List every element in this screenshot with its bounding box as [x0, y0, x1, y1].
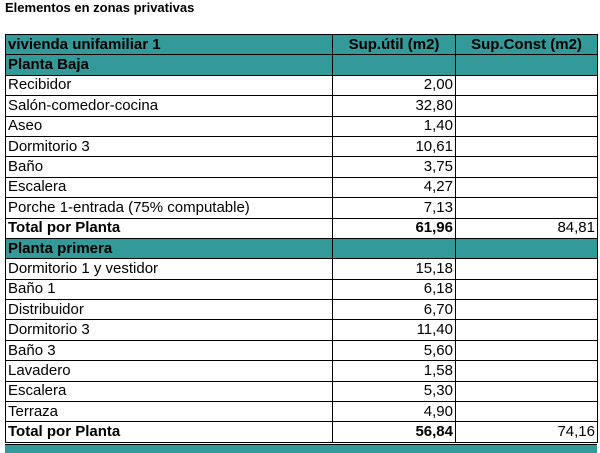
empty-cell [455, 95, 598, 117]
room-row: Escalera 4,27 [5, 176, 598, 199]
room-area: 1,40 [332, 115, 456, 137]
empty-cell [455, 319, 598, 341]
next-section-row [5, 444, 597, 453]
room-row: Lavadero 1,58 [5, 360, 598, 382]
empty-cell [455, 258, 598, 280]
room-area: 6,70 [332, 299, 456, 321]
room-area: 15,18 [332, 258, 456, 280]
total-label: Total por Planta [5, 421, 333, 443]
room-row: Baño 1 6,18 [5, 278, 598, 301]
header-cell: Sup.útil (m2) [332, 33, 456, 56]
empty-cell [455, 156, 598, 178]
room-row: Dormitorio 1 y vestidor 15,18 [5, 258, 598, 280]
total-const: 84,81 [455, 217, 598, 239]
total-util: 61,96 [332, 217, 456, 239]
section-title: Planta primera [5, 237, 333, 260]
room-name: Baño 3 [5, 339, 333, 362]
total-row: Total por Planta 61,96 84,81 [5, 217, 598, 239]
room-row: Terraza 4,90 [5, 401, 598, 423]
area-table: vivienda unifamiliar 1 Sup.útil (m2) Sup.C… [5, 33, 598, 443]
room-row: Salón-comedor-cocina 32,80 [5, 95, 598, 117]
header-cell: Sup.Const (m2) [455, 33, 598, 56]
empty-cell [455, 380, 598, 403]
room-name: Porche 1-entrada (75% computable) [5, 197, 333, 219]
empty-cell [455, 176, 598, 199]
empty-cell [455, 197, 598, 219]
total-label: Total por Planta [5, 217, 333, 239]
room-row: Aseo 1,40 [5, 115, 598, 137]
room-row: Escalera 5,30 [5, 380, 598, 403]
room-row: Baño 3 5,60 [5, 339, 598, 362]
section-row: Planta Baja [5, 54, 598, 76]
header-row: vivienda unifamiliar 1 Sup.útil (m2) Sup.C… [5, 33, 598, 56]
empty-cell [455, 237, 598, 260]
room-row: Distribuidor 6,70 [5, 299, 598, 321]
header-cell: vivienda unifamiliar 1 [5, 33, 333, 56]
room-area: 5,60 [332, 339, 456, 362]
room-name: Dormitorio 3 [5, 319, 333, 341]
room-row: Porche 1-entrada (75% computable) 7,13 [5, 197, 598, 219]
room-area: 3,75 [332, 156, 456, 178]
room-name: Lavadero [5, 360, 333, 382]
room-name: Aseo [5, 115, 333, 137]
room-area: 32,80 [332, 95, 456, 117]
empty-cell [455, 401, 598, 423]
room-area: 5,30 [332, 380, 456, 403]
room-name: Salón-comedor-cocina [5, 95, 333, 117]
room-area: 1,58 [332, 360, 456, 382]
room-name: Escalera [5, 176, 333, 199]
total-const: 74,16 [455, 421, 598, 443]
room-area: 4,27 [332, 176, 456, 199]
room-name: Terraza [5, 401, 333, 423]
section-title: Planta Baja [5, 54, 333, 76]
empty-cell [455, 339, 598, 362]
room-area: 2,00 [332, 74, 456, 97]
empty-cell [455, 54, 598, 76]
empty-cell [455, 74, 598, 97]
empty-cell [332, 237, 456, 260]
room-name: Recibidor [5, 74, 333, 97]
room-name: Dormitorio 1 y vestidor [5, 258, 333, 280]
room-row: Dormitorio 3 11,40 [5, 319, 598, 341]
title: Elementos en zonas privativas [5, 0, 195, 15]
room-area: 10,61 [332, 135, 456, 158]
empty-cell [332, 54, 456, 76]
room-area: 7,13 [332, 197, 456, 219]
room-area: 6,18 [332, 278, 456, 301]
room-name: Escalera [5, 380, 333, 403]
total-util: 56,84 [332, 421, 456, 443]
empty-cell [455, 278, 598, 301]
room-name: Baño 1 [5, 278, 333, 301]
room-area: 4,90 [332, 401, 456, 423]
room-row: Recibidor 2,00 [5, 74, 598, 97]
section-row: Planta primera [5, 237, 598, 260]
empty-cell [455, 115, 598, 137]
empty-cell [455, 299, 598, 321]
room-name: Baño [5, 156, 333, 178]
empty-cell [455, 360, 598, 382]
room-row: Dormitorio 3 10,61 [5, 135, 598, 158]
room-area: 11,40 [332, 319, 456, 341]
total-row: Total por Planta 56,84 74,16 [5, 421, 598, 443]
empty-cell [455, 135, 598, 158]
room-name: Dormitorio 3 [5, 135, 333, 158]
room-name: Distribuidor [5, 299, 333, 321]
room-row: Baño 3,75 [5, 156, 598, 178]
